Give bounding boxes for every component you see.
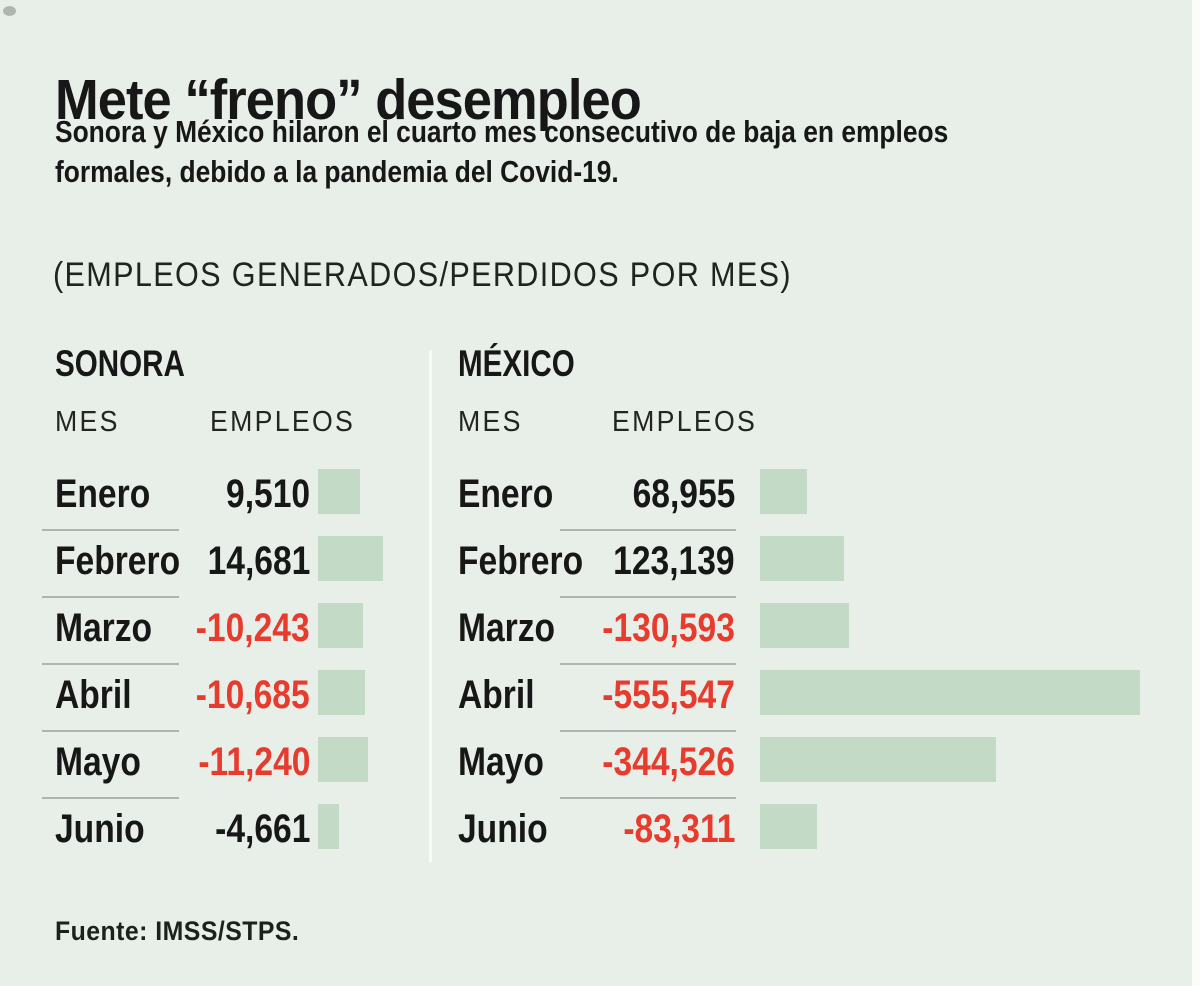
row-divider [560, 797, 736, 799]
column-header-empleos: EMPLEOS [612, 406, 758, 438]
value-bar [318, 536, 383, 581]
empleos-value: 9,510 [225, 472, 310, 516]
empleos-value: 123,139 [613, 539, 735, 583]
empleos-value: -83,311 [622, 807, 735, 851]
month-label: Marzo [55, 606, 153, 650]
empleos-value: -10,685 [196, 673, 310, 717]
row-divider [560, 663, 736, 665]
value-bar [318, 737, 368, 782]
month-label: Abril [55, 673, 132, 717]
month-label: Mayo [55, 740, 141, 784]
value-bar [760, 603, 849, 648]
row-divider [42, 730, 179, 732]
month-label: Junio [55, 807, 145, 851]
month-label: Enero [55, 472, 151, 516]
table-row: Febrero 14,681 [0, 533, 1200, 598]
corner-artifact [3, 6, 16, 16]
month-label: Febrero [458, 539, 584, 583]
month-label: Febrero [55, 539, 181, 583]
value-bar [760, 469, 807, 514]
table-row: Marzo -130,593 [0, 600, 1200, 665]
row-divider [42, 529, 179, 531]
row-divider [42, 663, 179, 665]
chart-units-label: (EMPLEOS GENERADOS/PERDIDOS POR MES) [53, 256, 792, 294]
table-row: Abril -10,685 [0, 667, 1200, 732]
column-header-mes: MES [55, 406, 120, 438]
row-divider [560, 529, 736, 531]
row-divider [42, 596, 179, 598]
row-divider [560, 730, 736, 732]
value-bar [318, 804, 339, 849]
month-label: Marzo [458, 606, 556, 650]
section-label-mexico: MÉXICO [458, 343, 575, 384]
empleos-value: -10,243 [196, 606, 310, 650]
value-bar [318, 603, 363, 648]
value-bar [760, 670, 1140, 715]
empleos-value: -4,661 [214, 807, 310, 851]
row-divider [560, 596, 736, 598]
table-row: Marzo -10,243 [0, 600, 1200, 665]
month-label: Junio [458, 807, 548, 851]
section-label-sonora: SONORA [55, 343, 185, 384]
empleos-value: 68,955 [632, 472, 735, 516]
month-label: Enero [458, 472, 554, 516]
value-bar [318, 469, 360, 514]
value-bar [760, 804, 817, 849]
value-bar [760, 536, 844, 581]
table-row: Mayo -11,240 [0, 734, 1200, 799]
empleos-value: -555,547 [602, 673, 735, 717]
value-bar [760, 737, 996, 782]
value-bar [318, 670, 365, 715]
table-row: Mayo -344,526 [0, 734, 1200, 799]
empleos-value: -130,593 [602, 606, 735, 650]
row-divider [42, 797, 179, 799]
empleos-value: -11,240 [197, 740, 310, 784]
subtitle: Sonora y México hilaron el cuarto mes co… [55, 114, 949, 189]
empleos-value: -344,526 [602, 740, 735, 784]
page-edge-strip [1192, 0, 1200, 986]
table-row: Abril -555,547 [0, 667, 1200, 732]
month-label: Mayo [458, 740, 544, 784]
column-header-empleos: EMPLEOS [210, 406, 356, 438]
column-header-mes: MES [458, 406, 523, 438]
table-row: Febrero 123,139 [0, 533, 1200, 598]
table-row: Enero 68,955 [0, 466, 1200, 531]
month-label: Abril [458, 673, 535, 717]
page-title: Mete “freno” desempleo [55, 68, 642, 133]
table-row: Junio -4,661 [0, 801, 1200, 865]
table-divider [429, 350, 432, 862]
empleos-value: 14,681 [207, 539, 310, 583]
source-credit: Fuente: IMSS/STPS. [55, 916, 300, 946]
table-row: Enero 9,510 [0, 466, 1200, 531]
table-row: Junio -83,311 [0, 801, 1200, 865]
